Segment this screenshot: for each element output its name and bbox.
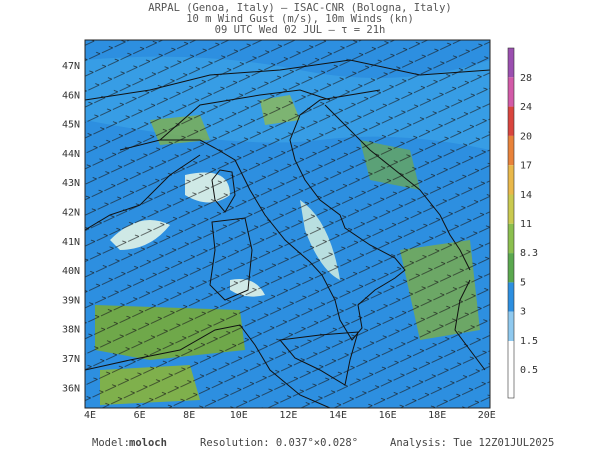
colorbar-segment <box>508 77 514 107</box>
colorbar-label: 1.5 <box>520 336 538 347</box>
colorbar-label: 20 <box>520 131 532 142</box>
latitude-label: 44N <box>62 149 80 160</box>
longitude-label: 20E <box>478 410 496 421</box>
colorbar-segment <box>508 106 514 136</box>
colorbar: 28 24 20 17 14 11 8.3 5 3 1.5 0.5 <box>507 47 538 399</box>
longitude-label: 6E <box>134 410 146 421</box>
colorbar-segment <box>508 223 514 254</box>
footer-analysis: Analysis: Tue 12Z01JUL2025 <box>390 437 554 449</box>
title-line: ARPAL (Genoa, Italy) — ISAC-CNR (Bologna… <box>148 2 451 14</box>
latitude-label: 46N <box>62 90 80 101</box>
colorbar-segment <box>508 341 514 398</box>
colorbar-segment <box>508 282 514 312</box>
longitude-label: 16E <box>379 410 397 421</box>
colorbar-segment <box>508 165 514 195</box>
latitude-label: 37N <box>62 354 80 365</box>
footer-model-label: Model: <box>92 437 130 449</box>
title-line: 10 m Wind Gust (m/s), 10m Winds (kn) <box>186 13 414 25</box>
colorbar-label: 24 <box>520 102 532 113</box>
latitude-label: 40N <box>62 266 80 277</box>
colorbar-segment <box>508 253 514 283</box>
latitude-label: 36N <box>62 383 80 394</box>
latitude-label: 45N <box>62 120 80 131</box>
colorbar-segment <box>508 48 514 78</box>
map-field <box>84 39 491 409</box>
latitude-label: 39N <box>62 295 80 306</box>
longitude-label: 10E <box>230 410 248 421</box>
colorbar-label: 8.3 <box>520 248 538 259</box>
latitude-labels: 47N 46N 45N 44N 43N 42N 41N 40N 39N 38N 37N 36N <box>62 61 80 394</box>
colorbar-segment <box>508 135 514 166</box>
longitude-label: 14E <box>329 410 347 421</box>
footer-resolution: Resolution: 0.037°×0.028° <box>200 437 358 449</box>
longitude-label: 4E <box>84 410 96 421</box>
latitude-label: 41N <box>62 237 80 248</box>
colorbar-label: 3 <box>520 307 526 318</box>
latitude-label: 42N <box>62 208 80 219</box>
longitude-label: 8E <box>183 410 195 421</box>
longitude-label: 18E <box>428 410 446 421</box>
colorbar-label: 5 <box>520 277 526 288</box>
colorbar-segment <box>508 311 514 341</box>
longitude-label: 12E <box>279 410 297 421</box>
latitude-label: 38N <box>62 325 80 336</box>
longitude-labels: 4E 6E 8E 10E 12E 14E 16E 18E 20E <box>84 410 496 421</box>
colorbar-label: 0.5 <box>520 365 538 376</box>
colorbar-segment <box>508 194 514 224</box>
colorbar-label: 14 <box>520 190 532 201</box>
title-line: 09 UTC Wed 02 JUL — τ = 21h <box>215 24 386 36</box>
colorbar-label: 17 <box>520 161 532 172</box>
colorbar-label: 28 <box>520 73 532 84</box>
latitude-label: 43N <box>62 178 80 189</box>
footer-model-name: moloch <box>129 437 167 449</box>
latitude-label: 47N <box>62 61 80 72</box>
colorbar-label: 11 <box>520 219 532 230</box>
